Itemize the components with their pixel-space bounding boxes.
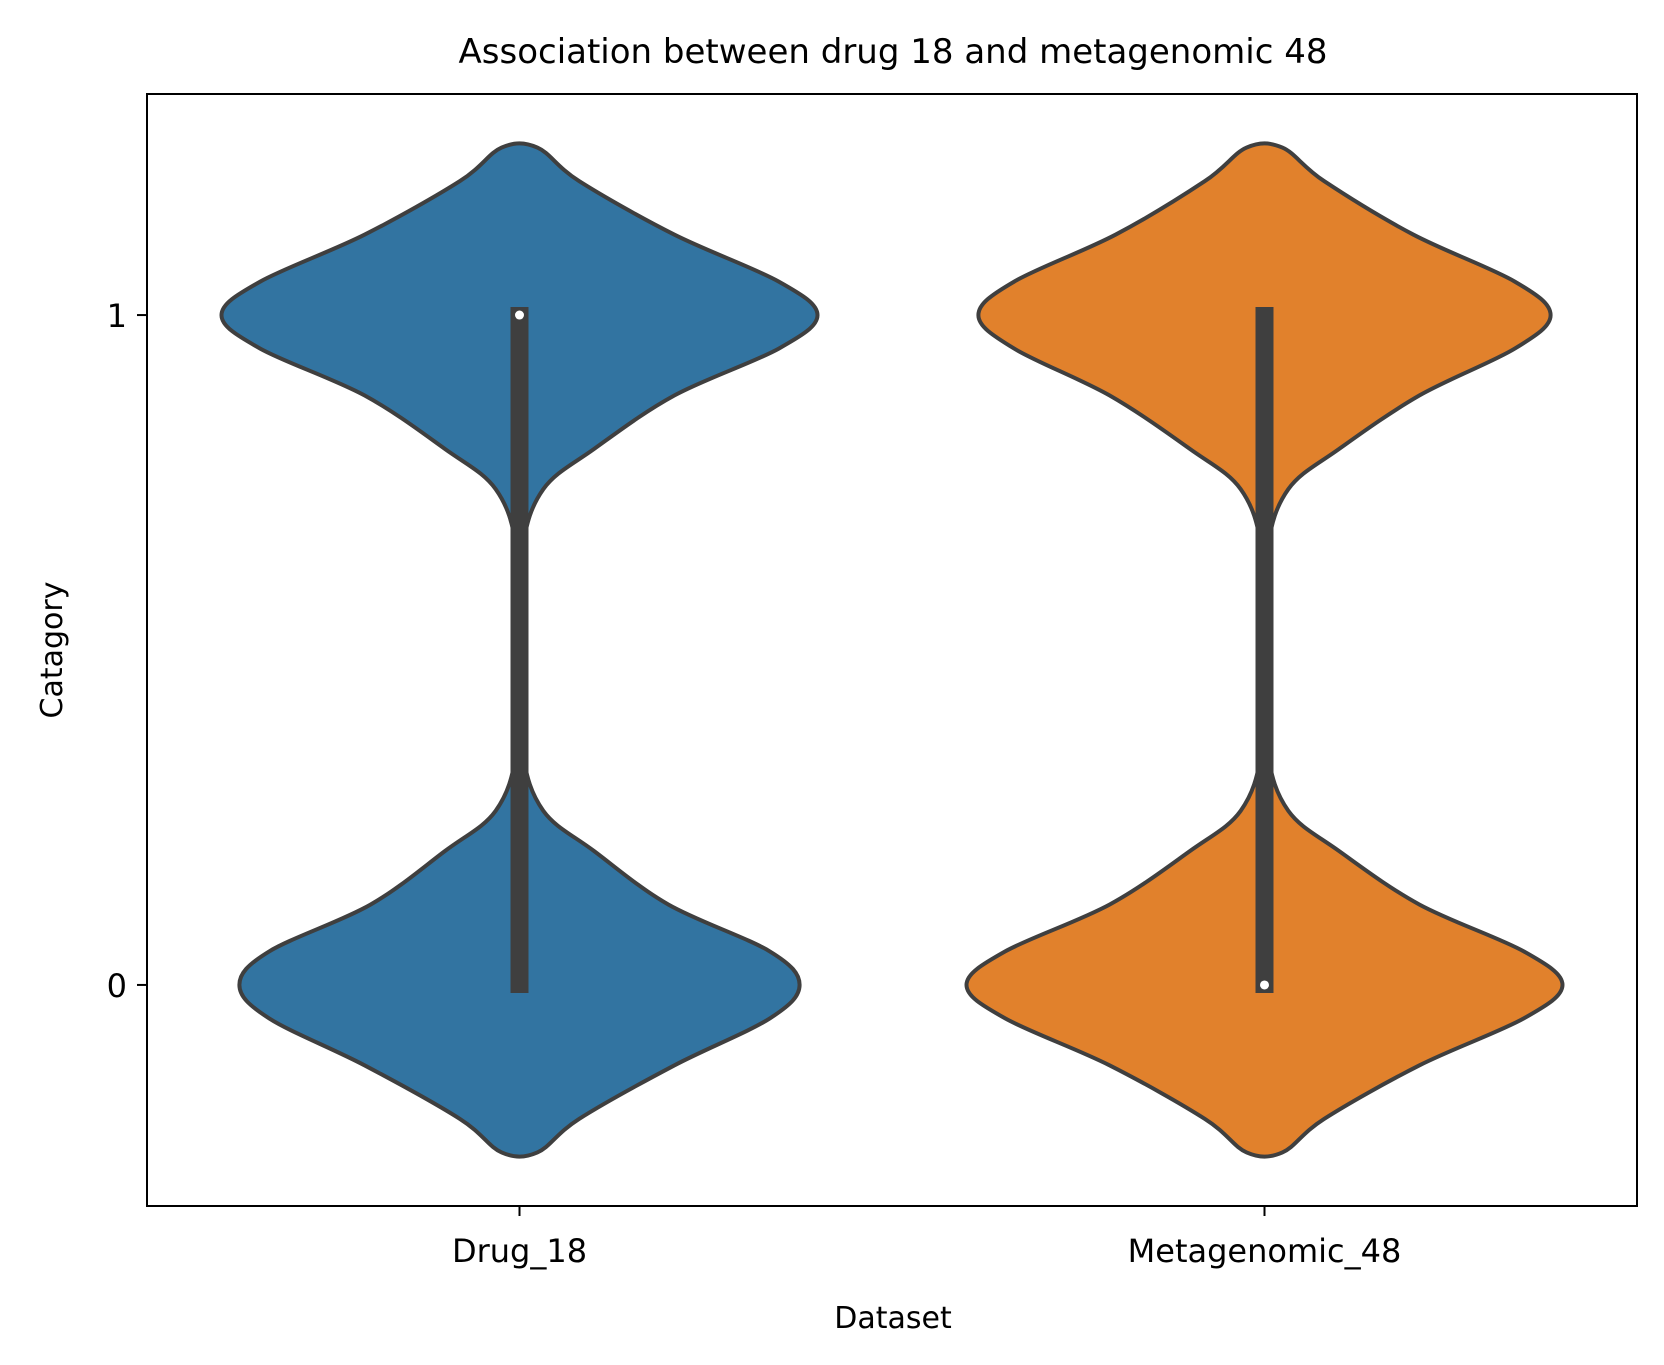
x-axis-label: Dataset [834,1301,952,1336]
x-tick-label: Metagenomic_48 [1128,1232,1402,1270]
y-tick-label: 0 [107,967,127,1005]
x-axis-ticks: Drug_18 Metagenomic_48 [452,1206,1401,1270]
inner-box-layer [510,307,1274,993]
chart-title: Association between drug 18 and metageno… [459,32,1328,72]
y-axis-label: Catagory [35,582,70,719]
y-tick-label: 1 [107,297,127,335]
median-marker-metagenomic_48 [1260,980,1269,990]
median-marker-drug_18 [515,310,524,320]
x-tick-label: Drug_18 [452,1232,587,1270]
y-axis-ticks: 01 [107,297,147,1005]
plot-frame [146,93,1638,1207]
